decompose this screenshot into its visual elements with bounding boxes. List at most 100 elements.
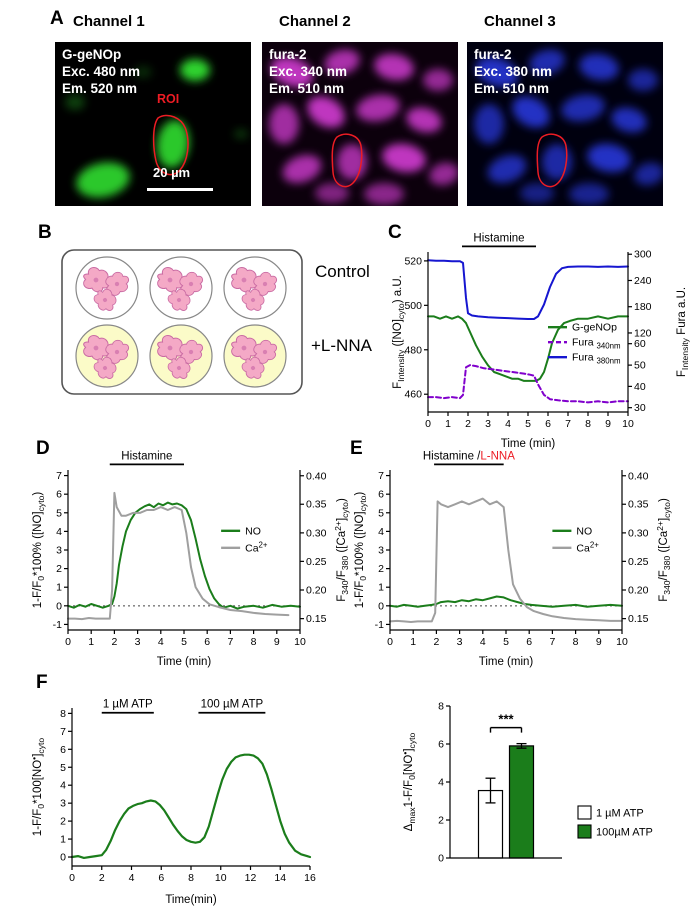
bar-100-m-atp xyxy=(508,745,535,859)
svg-text:Time(min): Time(min) xyxy=(165,894,216,906)
svg-text:7: 7 xyxy=(60,726,66,738)
svg-text:NO: NO xyxy=(245,525,261,537)
svg-text:3: 3 xyxy=(457,636,463,648)
channel-3-image: fura-2 Exc. 380 nm Em. 510 nm xyxy=(467,42,663,206)
svg-text:180: 180 xyxy=(634,301,652,313)
treatment-annotation: Histamine xyxy=(121,450,172,462)
svg-text:40: 40 xyxy=(634,381,646,393)
svg-text:0: 0 xyxy=(387,636,393,648)
svg-text:Fura 340nm: Fura 340nm xyxy=(572,337,621,351)
svg-text:4: 4 xyxy=(56,526,62,538)
svg-text:Time (min): Time (min) xyxy=(157,656,212,668)
panel-label-e: E xyxy=(350,438,363,459)
svg-text:5: 5 xyxy=(378,507,384,519)
svg-text:8: 8 xyxy=(60,708,66,720)
overlay-line: fura-2 xyxy=(474,47,512,62)
microscopy-cells-green xyxy=(55,42,251,206)
svg-text:1: 1 xyxy=(56,582,62,594)
condition-label-lnna: +L-NNA xyxy=(311,336,372,355)
svg-text:16: 16 xyxy=(304,872,316,884)
svg-text:7: 7 xyxy=(565,418,571,430)
svg-text:Ca2+: Ca2+ xyxy=(576,540,599,554)
condition-label-control: Control xyxy=(315,262,370,281)
svg-text:3: 3 xyxy=(485,418,491,430)
svg-text:1: 1 xyxy=(88,636,94,648)
significance-marker: *** xyxy=(498,712,514,727)
svg-text:1-F/F0*100[NO•]cyto: 1-F/F0*100[NO•]cyto xyxy=(30,738,46,837)
roi-outline xyxy=(536,133,568,188)
svg-text:520: 520 xyxy=(404,255,422,267)
chart-atp-bar-summary: *** 0 2 4 6 8 Δmax1-F/F0[NO•]cyto 1 µM ATP 100µM… xyxy=(400,688,680,888)
svg-text:0: 0 xyxy=(60,852,66,864)
overlay-line: Em. 520 nm xyxy=(62,81,138,96)
svg-text:2: 2 xyxy=(56,563,62,575)
svg-text:FIntensity ([NO]cyto) a.U.: FIntensity ([NO]cyto) a.U. xyxy=(392,275,406,389)
overlay-line: G-geNOp xyxy=(62,47,122,62)
series-no xyxy=(67,501,301,610)
svg-text:6: 6 xyxy=(60,744,66,756)
channel-1-image: G-geNOp Exc. 480 nm Em. 520 nm ROI 20 µm xyxy=(55,42,251,206)
svg-text:Δmax1-F/F0[NO•]cyto: Δmax1-F/F0[NO•]cyto xyxy=(400,732,417,831)
treatment-annotation: Histamine /L-NNA xyxy=(423,450,515,462)
svg-text:3: 3 xyxy=(56,545,62,557)
svg-text:0: 0 xyxy=(378,600,384,612)
svg-text:-1: -1 xyxy=(53,619,62,631)
series-fura-340nm- xyxy=(427,364,629,404)
svg-text:0: 0 xyxy=(65,636,71,648)
svg-text:5: 5 xyxy=(503,636,509,648)
svg-text:2: 2 xyxy=(378,563,384,575)
panel-label-a: A xyxy=(50,8,64,29)
scalebar-line xyxy=(147,188,213,191)
svg-text:100µM ATP: 100µM ATP xyxy=(596,827,653,839)
svg-text:6: 6 xyxy=(545,418,551,430)
svg-text:0.25: 0.25 xyxy=(628,556,649,568)
panel-label-b: B xyxy=(38,222,52,243)
svg-text:50: 50 xyxy=(634,360,646,372)
svg-text:0.40: 0.40 xyxy=(306,470,327,482)
microscopy-cells-magenta xyxy=(262,42,458,206)
scalebar-label: 20 µm xyxy=(153,165,191,180)
svg-text:0.15: 0.15 xyxy=(628,613,649,625)
series-ca-2- xyxy=(67,491,290,621)
overlay-line: Exc. 340 nm xyxy=(269,64,348,79)
svg-text:7: 7 xyxy=(56,470,62,482)
overlay-line: Exc. 380 nm xyxy=(474,64,553,79)
panel-label-d: D xyxy=(36,438,50,459)
channel-3-annotations: fura-2 Exc. 380 nm Em. 510 nm xyxy=(474,46,552,97)
overlay-line: Exc. 480 nm xyxy=(62,64,141,79)
svg-text:0.20: 0.20 xyxy=(628,585,649,597)
svg-text:4: 4 xyxy=(378,526,384,538)
svg-text:9: 9 xyxy=(274,636,280,648)
svg-text:500: 500 xyxy=(404,300,422,312)
panel-label-c: C xyxy=(388,222,402,243)
svg-text:8: 8 xyxy=(573,636,579,648)
svg-text:6: 6 xyxy=(158,872,164,884)
svg-text:6: 6 xyxy=(56,489,62,501)
svg-text:300: 300 xyxy=(634,249,652,261)
svg-text:F340/F380 ([Ca2+]cyto): F340/F380 ([Ca2+]cyto) xyxy=(333,498,350,602)
svg-text:4: 4 xyxy=(129,872,135,884)
svg-text:NO: NO xyxy=(576,525,592,537)
svg-text:2: 2 xyxy=(99,872,105,884)
svg-text:F340/F380 ([Ca2+]cyto): F340/F380 ([Ca2+]cyto) xyxy=(655,498,672,602)
svg-text:7: 7 xyxy=(378,470,384,482)
svg-text:0: 0 xyxy=(56,600,62,612)
svg-text:0: 0 xyxy=(69,872,75,884)
channel-2-title: Channel 2 xyxy=(279,13,351,30)
svg-text:4: 4 xyxy=(505,418,511,430)
channel-2-annotations: fura-2 Exc. 340 nm Em. 510 nm xyxy=(269,46,347,97)
svg-text:5: 5 xyxy=(181,636,187,648)
svg-text:0.30: 0.30 xyxy=(306,527,327,539)
svg-text:4: 4 xyxy=(480,636,486,648)
svg-text:G-geNOp: G-geNOp xyxy=(572,322,617,334)
svg-text:240: 240 xyxy=(634,275,652,287)
chart-f-bar-svg: *** 0 2 4 6 8 Δmax1-F/F0[NO•]cyto 1 µM ATP 100µM… xyxy=(400,701,653,865)
svg-text:8: 8 xyxy=(188,872,194,884)
svg-text:0.35: 0.35 xyxy=(306,499,327,511)
svg-text:0.15: 0.15 xyxy=(306,613,327,625)
svg-text:460: 460 xyxy=(404,389,422,401)
svg-text:1: 1 xyxy=(410,636,416,648)
